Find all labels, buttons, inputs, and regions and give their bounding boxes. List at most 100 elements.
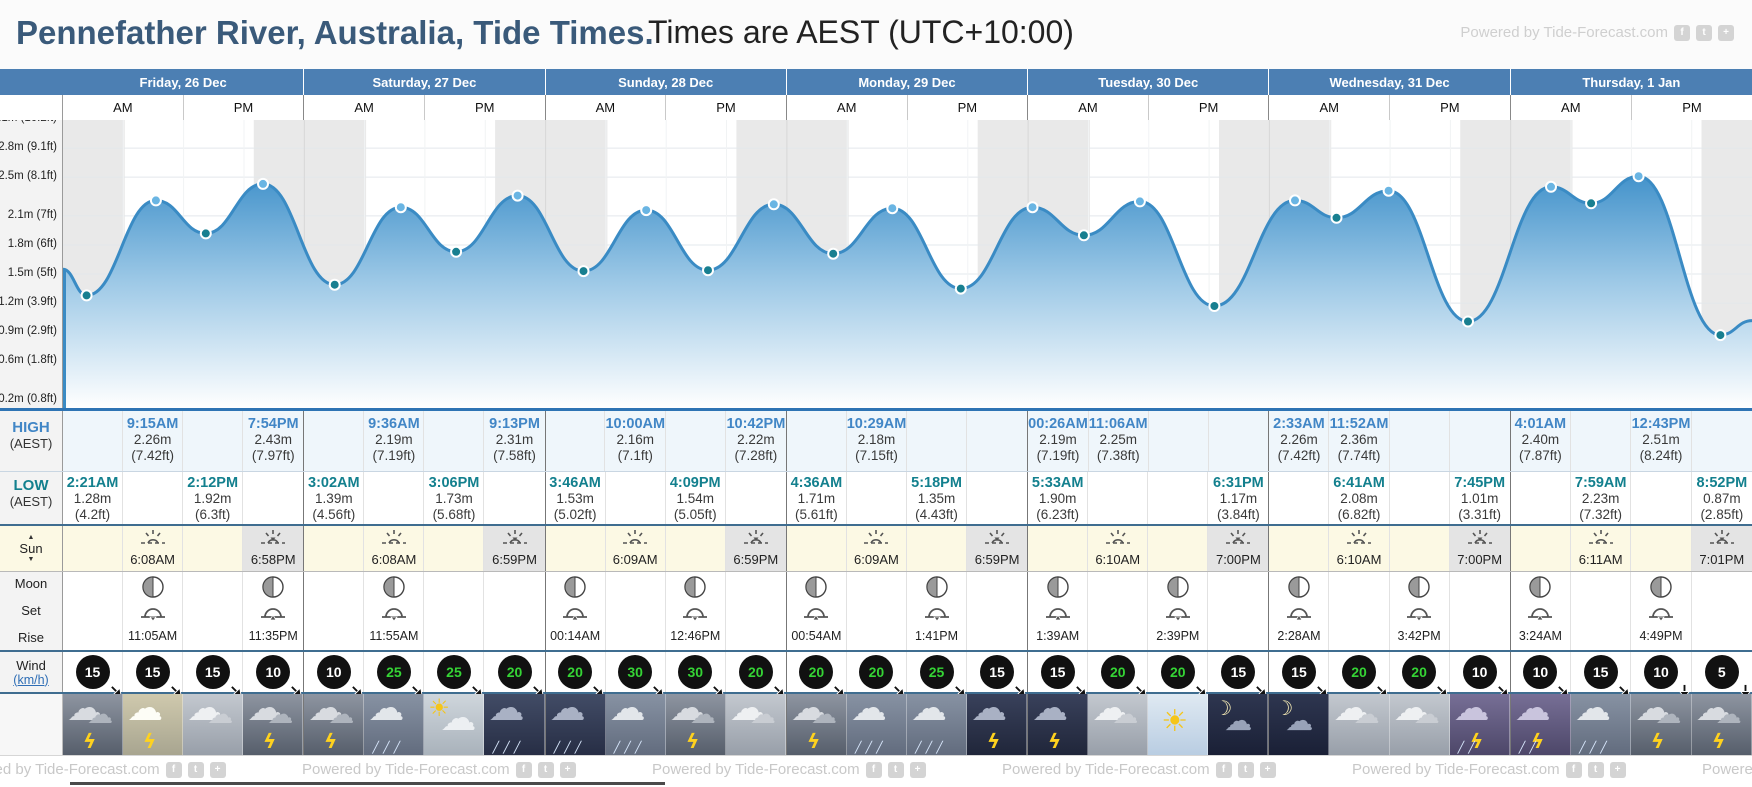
pm-label: PM — [716, 100, 736, 115]
chart-y-axis: 3.1m (10.2ft) 2.8m (9.1ft) 2.5m (8.1ft) 2.1… — [0, 120, 63, 408]
high-tide-time: 11:06AM — [1088, 416, 1148, 432]
moon-day-cell: 00:54AM 1:41PM — [787, 572, 1029, 650]
sunset-cell: 6:59PM — [484, 526, 545, 571]
wind-row: Wind (km/h) 15 15 15 10 10 25 25 20 20 30 30 20 20 20… — [0, 652, 1752, 699]
social-icon: t — [187, 761, 204, 778]
weather-icon-storm: ☁ ☁ ϟ — [304, 694, 365, 755]
wind-speed-badge: 25 — [919, 655, 966, 697]
sunrise-cell: 6:10AM — [1329, 526, 1390, 571]
sun-day-cell: 6:08AM 6:58PM — [63, 526, 305, 571]
wind-speed-badge: 25 — [436, 655, 483, 697]
day-header: Monday, 29 Dec — [787, 69, 1029, 95]
high-tide-event-cell: 9:36AM 2.19m (7.19ft) — [364, 411, 425, 471]
sunset-cell: 6:58PM — [243, 526, 304, 571]
wind-cell: 15 — [1571, 652, 1632, 697]
empty-cell — [1511, 526, 1572, 571]
low-tide-height-m: 1.73m — [435, 491, 473, 506]
low-tide-height-m: 1.39m — [315, 491, 353, 506]
wind-day-cell: 20 20 25 15 — [787, 652, 1029, 697]
empty-cell — [546, 411, 606, 471]
ampm-corner — [0, 95, 63, 120]
empty-cell — [606, 572, 666, 650]
moon-phase-icon — [1649, 575, 1673, 604]
low-tide-event-cell: 3:46AM 1.53m (5.02ft) — [546, 472, 606, 524]
moon-set-cell: 1:41PM — [907, 572, 968, 650]
low-tide-height-m: 1.71m — [797, 491, 836, 506]
empty-cell — [1209, 411, 1269, 471]
high-tide-height-m: 2.18m — [857, 432, 896, 447]
moon-set-time: 1:41PM — [914, 629, 959, 643]
moon-set-cell: 3:42PM — [1390, 572, 1450, 650]
moon-phase-icon — [382, 575, 406, 604]
wind-speed-badge: 30 — [618, 655, 664, 697]
empty-cell — [304, 572, 365, 650]
sunset-time: 6:58PM — [250, 552, 296, 567]
low-tide-day-cell: 5:33AM 1.90m (6.23ft) 6:31PM 1.17m (3.84ft) — [1028, 472, 1270, 524]
empty-cell — [424, 411, 485, 471]
social-icon: f — [515, 761, 532, 778]
empty-cell — [1692, 572, 1752, 650]
high-tide-row: HIGH (AEST) 9:15AM 2.26m (7.42ft) 7:54PM 2.4… — [0, 411, 1752, 472]
watermark-text: Powered by Tide-Forecast.com — [652, 761, 860, 778]
weather-day-cell: ☁ ☁ ϟ ☁ ϟ ☁ ☁ ☁ ☁ ϟ — [63, 694, 305, 755]
social-icon: t — [1237, 761, 1254, 778]
low-tide-time: 3:02AM — [308, 475, 360, 491]
empty-cell — [1511, 472, 1572, 524]
moonset-icon — [140, 605, 166, 627]
high-tide-time: 10:00AM — [605, 416, 666, 432]
low-tide-time: 7:45PM — [1454, 475, 1506, 491]
pm-label: PM — [1682, 100, 1702, 115]
wind-cell: 5 — [1692, 652, 1752, 699]
weather-icon-rain: ☁ ╱╱╱ — [846, 694, 907, 755]
empty-cell — [1390, 472, 1450, 524]
social-icon: + — [1609, 761, 1626, 778]
weather-day-cell: ☁ ╱╱╱ ☁ ╱╱╱ ☁ ☁ ϟ ☁ ☁ — [545, 694, 787, 755]
low-tide-event-cell: 4:09PM 1.54m (5.05ft) — [666, 472, 726, 524]
high-tide-height-m: 2.51m — [1642, 432, 1680, 447]
empty-cell — [304, 411, 365, 471]
wind-speed-badge: 15 — [1221, 655, 1268, 697]
wind-unit-link[interactable]: (km/h) — [13, 672, 49, 687]
low-tide-event-cell: 2:12PM 1.92m (6.3ft) — [183, 472, 244, 524]
moon-rise-time: 2:28AM — [1277, 629, 1321, 643]
weather-icon-rain-night: ☁ ╱╱╱ — [545, 694, 606, 755]
moon-label: Moon — [14, 576, 48, 591]
weather-icon-storm: ☁ ☁ ϟ — [63, 694, 124, 755]
moon-day-cell: 11:55AM — [304, 572, 546, 650]
low-tide-height-ft: (5.61ft) — [794, 507, 838, 522]
weather-icon-cloud: ☁ ☁ — [1389, 694, 1450, 755]
wind-cell: 25 — [364, 652, 425, 697]
empty-cell — [1088, 472, 1149, 524]
moon-set-cell: 11:05AM — [123, 572, 184, 650]
low-tide-event-cell: 5:18PM 1.35m (4.43ft) — [907, 472, 968, 524]
empty-cell — [364, 472, 425, 524]
weather-icon-rain: ☁ ╱╱╱ — [1571, 694, 1632, 755]
ampm-cell: AM PM — [63, 95, 305, 120]
day-header: Saturday, 27 Dec — [304, 69, 546, 95]
empty-cell — [666, 411, 726, 471]
high-tide-height-ft: (7.97ft) — [251, 448, 295, 463]
high-tide-event-cell: 11:06AM 2.25m (7.38ft) — [1089, 411, 1149, 471]
weather-icon-sun: ☀ — [1148, 694, 1209, 755]
am-label: AM — [63, 95, 184, 120]
high-tide-time: 10:42PM — [726, 416, 786, 432]
sunrise-cell: 6:09AM — [847, 526, 907, 571]
sunrise-icon — [1587, 529, 1615, 551]
moon-rise-time: 3:24AM — [1518, 629, 1562, 643]
empty-cell — [1450, 411, 1510, 471]
high-tide-time: 12:43PM — [1631, 416, 1691, 432]
y-axis-tick-label: 0.6m (1.8ft) — [0, 354, 57, 367]
low-tide-day-cell: 6:41AM 2.08m (6.82ft) 7:45PM 1.01m (3.31ft) — [1269, 472, 1511, 524]
wind-speed-badge: 20 — [1402, 655, 1448, 697]
low-tide-height-ft: (5.02ft) — [553, 507, 597, 522]
moonset-icon — [381, 605, 407, 627]
y-axis-tick-label: 2.1m (7ft) — [7, 208, 57, 221]
sunset-time: 7:00PM — [1215, 552, 1261, 567]
wind-cell: 15 — [183, 652, 244, 697]
high-tide-height-ft: (7.58ft) — [493, 448, 536, 463]
low-tide-time: 3:46AM — [549, 475, 601, 491]
high-label: HIGH — [12, 419, 50, 436]
low-label: LOW — [13, 477, 49, 494]
